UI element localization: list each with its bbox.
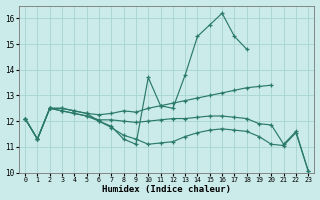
- X-axis label: Humidex (Indice chaleur): Humidex (Indice chaleur): [102, 185, 231, 194]
